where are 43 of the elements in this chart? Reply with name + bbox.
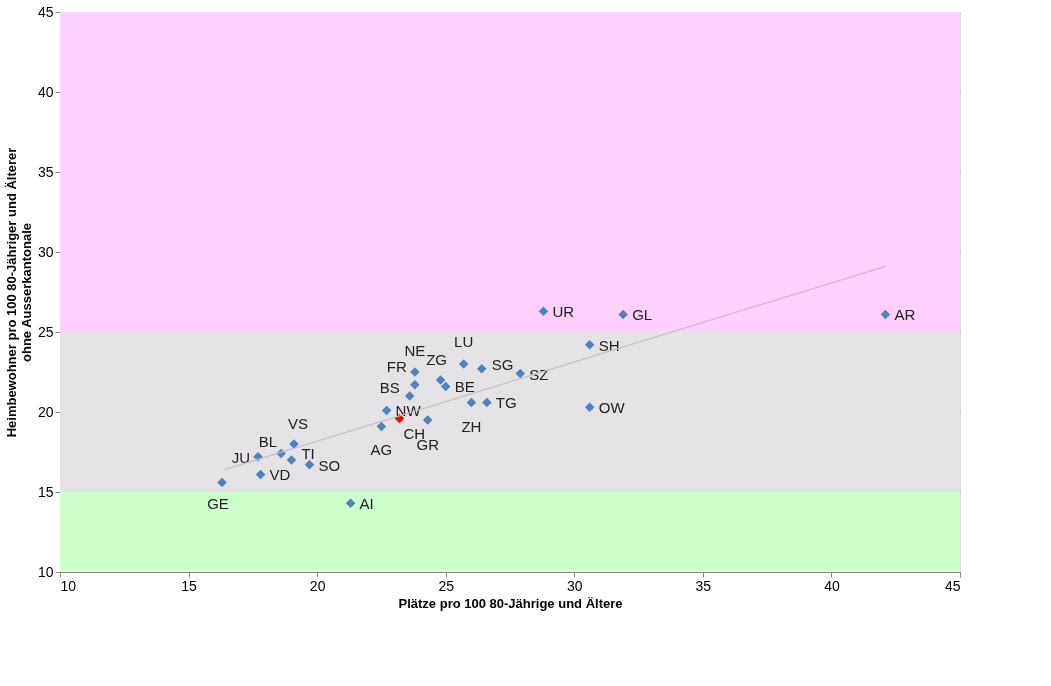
data-label: AG: [370, 441, 393, 459]
data-label: OW: [598, 399, 626, 417]
y-tick-label: 35: [37, 163, 54, 180]
x-tick-label: 20: [309, 577, 326, 594]
data-label: JU: [231, 448, 250, 466]
y-tick-label: 30: [37, 243, 54, 260]
data-label: BS: [379, 379, 400, 396]
y-tick-label: 45: [37, 3, 54, 20]
x-tick-label: 15: [181, 577, 198, 594]
y-tick-label: 40: [37, 83, 54, 100]
data-label: BL: [258, 432, 278, 450]
y-tick-label: 15: [37, 483, 54, 500]
x-tick-label: 45: [944, 577, 961, 594]
data-label: BE: [454, 378, 475, 396]
x-tick-label: 25: [438, 577, 455, 594]
data-label: SH: [598, 336, 620, 354]
x-tick-label: 40: [824, 577, 840, 594]
data-label: AI: [359, 495, 374, 513]
y-tick-label: 25: [37, 323, 54, 340]
y-axis-title: Heimbewohner pro 100 80-Jähriger und Älterer ohne Ausserkantonale: [3, 147, 34, 438]
x-tick-label: 30: [567, 577, 583, 594]
x-tick-label: 35: [695, 577, 712, 594]
data-label: SZ: [529, 365, 549, 383]
data-label: NW: [395, 402, 422, 420]
data-label: ZG: [426, 351, 447, 368]
data-label: VS: [287, 415, 309, 432]
data-label: FR: [386, 357, 408, 375]
data-label: TI: [301, 445, 315, 462]
y-tick-label: 20: [37, 403, 54, 420]
data-label: SG: [491, 355, 514, 373]
data-label: UR: [552, 303, 575, 321]
data-label: TG: [495, 394, 517, 412]
data-label: GL: [632, 306, 653, 324]
data-label: NE: [404, 342, 426, 359]
x-axis-title: Plätze pro 100 80-Jährige und Ältere: [398, 595, 623, 611]
x-tick-label: 10: [60, 577, 77, 594]
y-tick-label: 10: [37, 563, 54, 580]
data-label: SO: [318, 456, 341, 474]
data-label: LU: [454, 333, 474, 350]
data-label: GE: [207, 495, 229, 513]
data-label: AR: [894, 306, 916, 324]
data-label: VD: [269, 466, 291, 484]
data-label: ZH: [461, 418, 482, 436]
